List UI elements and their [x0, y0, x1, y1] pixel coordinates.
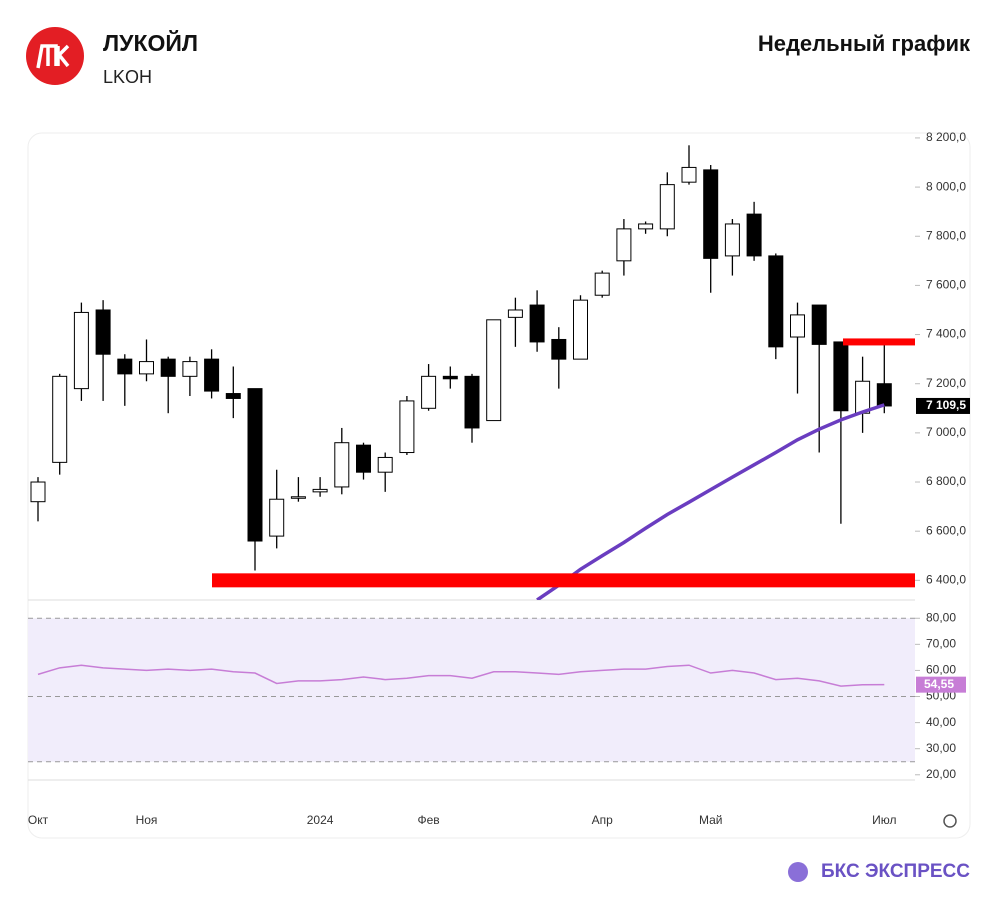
candle-body — [659, 184, 675, 230]
rsi-band — [28, 618, 915, 762]
x-tick-label: Май — [699, 813, 723, 827]
candle-body — [117, 358, 133, 375]
rsi-tag — [916, 676, 966, 693]
y-tick-label: 7 800,0 — [926, 228, 966, 242]
candle-body — [139, 361, 154, 375]
candle-body — [746, 213, 762, 257]
candle-body — [30, 481, 46, 503]
candle-body — [356, 444, 371, 473]
brand: БКС ЭКСПРЕСС — [821, 861, 970, 882]
y-tick-label: 7 000,0 — [926, 425, 966, 439]
candle-body — [442, 375, 458, 380]
y-tick-label: 70,00 — [926, 637, 956, 651]
price-plot — [30, 145, 915, 600]
candle-body — [616, 228, 632, 262]
logo-glyph — [36, 44, 70, 69]
candle-body — [724, 223, 740, 257]
x-tick-label: Апр — [592, 813, 614, 827]
candle-body — [182, 361, 198, 377]
settings-icon[interactable] — [943, 814, 957, 828]
y-tick-label: 7 400,0 — [926, 327, 966, 341]
candle-body — [95, 309, 111, 355]
y-tick-label: 8 000,0 — [926, 179, 966, 193]
panel — [27, 132, 971, 839]
y-tick-label: 6 400,0 — [926, 573, 966, 587]
candle-body — [551, 338, 567, 360]
y-tick-label: 8 200,0 — [926, 130, 966, 144]
title: ЛУКОЙЛ — [103, 29, 198, 56]
candle-body — [638, 223, 654, 230]
candle-body — [529, 304, 545, 343]
last-price-tag — [916, 397, 970, 414]
level-line — [843, 338, 915, 346]
x-tick-label: Июл — [872, 813, 896, 827]
candle-body — [833, 341, 849, 412]
candle-body — [681, 166, 697, 183]
candle-body — [204, 358, 220, 392]
candle-body — [507, 309, 523, 318]
x-tick-label: Ноя — [136, 813, 158, 827]
candle-body — [160, 358, 176, 377]
x-tick-label: 2024 — [307, 813, 334, 827]
candle-body — [247, 388, 263, 542]
y-tick-label: 30,00 — [926, 741, 956, 755]
candle-body — [269, 498, 285, 537]
ticker: LKOH — [103, 67, 152, 87]
candle-body — [573, 299, 588, 360]
candle-body — [703, 169, 719, 259]
y-tick-label: 40,00 — [926, 715, 956, 729]
candle-body — [464, 375, 480, 429]
candle-body — [52, 375, 68, 463]
candle-body — [73, 311, 89, 390]
candle-body — [811, 304, 827, 345]
y-tick-label: 80,00 — [926, 610, 956, 624]
y-tick-label: 6 800,0 — [926, 474, 966, 488]
candle-body — [334, 442, 350, 488]
brand-logo — [788, 862, 808, 882]
rsi-line — [37, 664, 885, 687]
level-line — [212, 573, 915, 588]
period: Недельный график — [758, 31, 971, 56]
y-tick-label: 60,00 — [926, 663, 956, 677]
candle-body — [377, 456, 393, 473]
candle-body — [594, 272, 610, 296]
x-tick-label: Фев — [418, 813, 440, 827]
y-tick-label: 7 600,0 — [926, 278, 966, 292]
candle-body — [486, 319, 502, 422]
y-tick-label: 6 600,0 — [926, 523, 966, 537]
candle-body — [421, 375, 437, 409]
candle-body — [768, 255, 784, 348]
candle-body — [876, 383, 892, 407]
rsi-last-label: 54,55 — [924, 677, 954, 691]
moving-average — [536, 403, 885, 600]
y-tick-label: 7 200,0 — [926, 376, 966, 390]
x-tick-label: Окт — [28, 813, 49, 827]
candle-body — [225, 393, 241, 399]
candle-body — [855, 380, 871, 414]
last-price-label: 7 109,5 — [926, 398, 966, 412]
candle-body — [312, 488, 328, 493]
candle-body — [790, 314, 805, 338]
candle-body — [399, 400, 415, 454]
candle-body — [290, 496, 306, 499]
y-tick-label: 20,00 — [926, 767, 956, 781]
